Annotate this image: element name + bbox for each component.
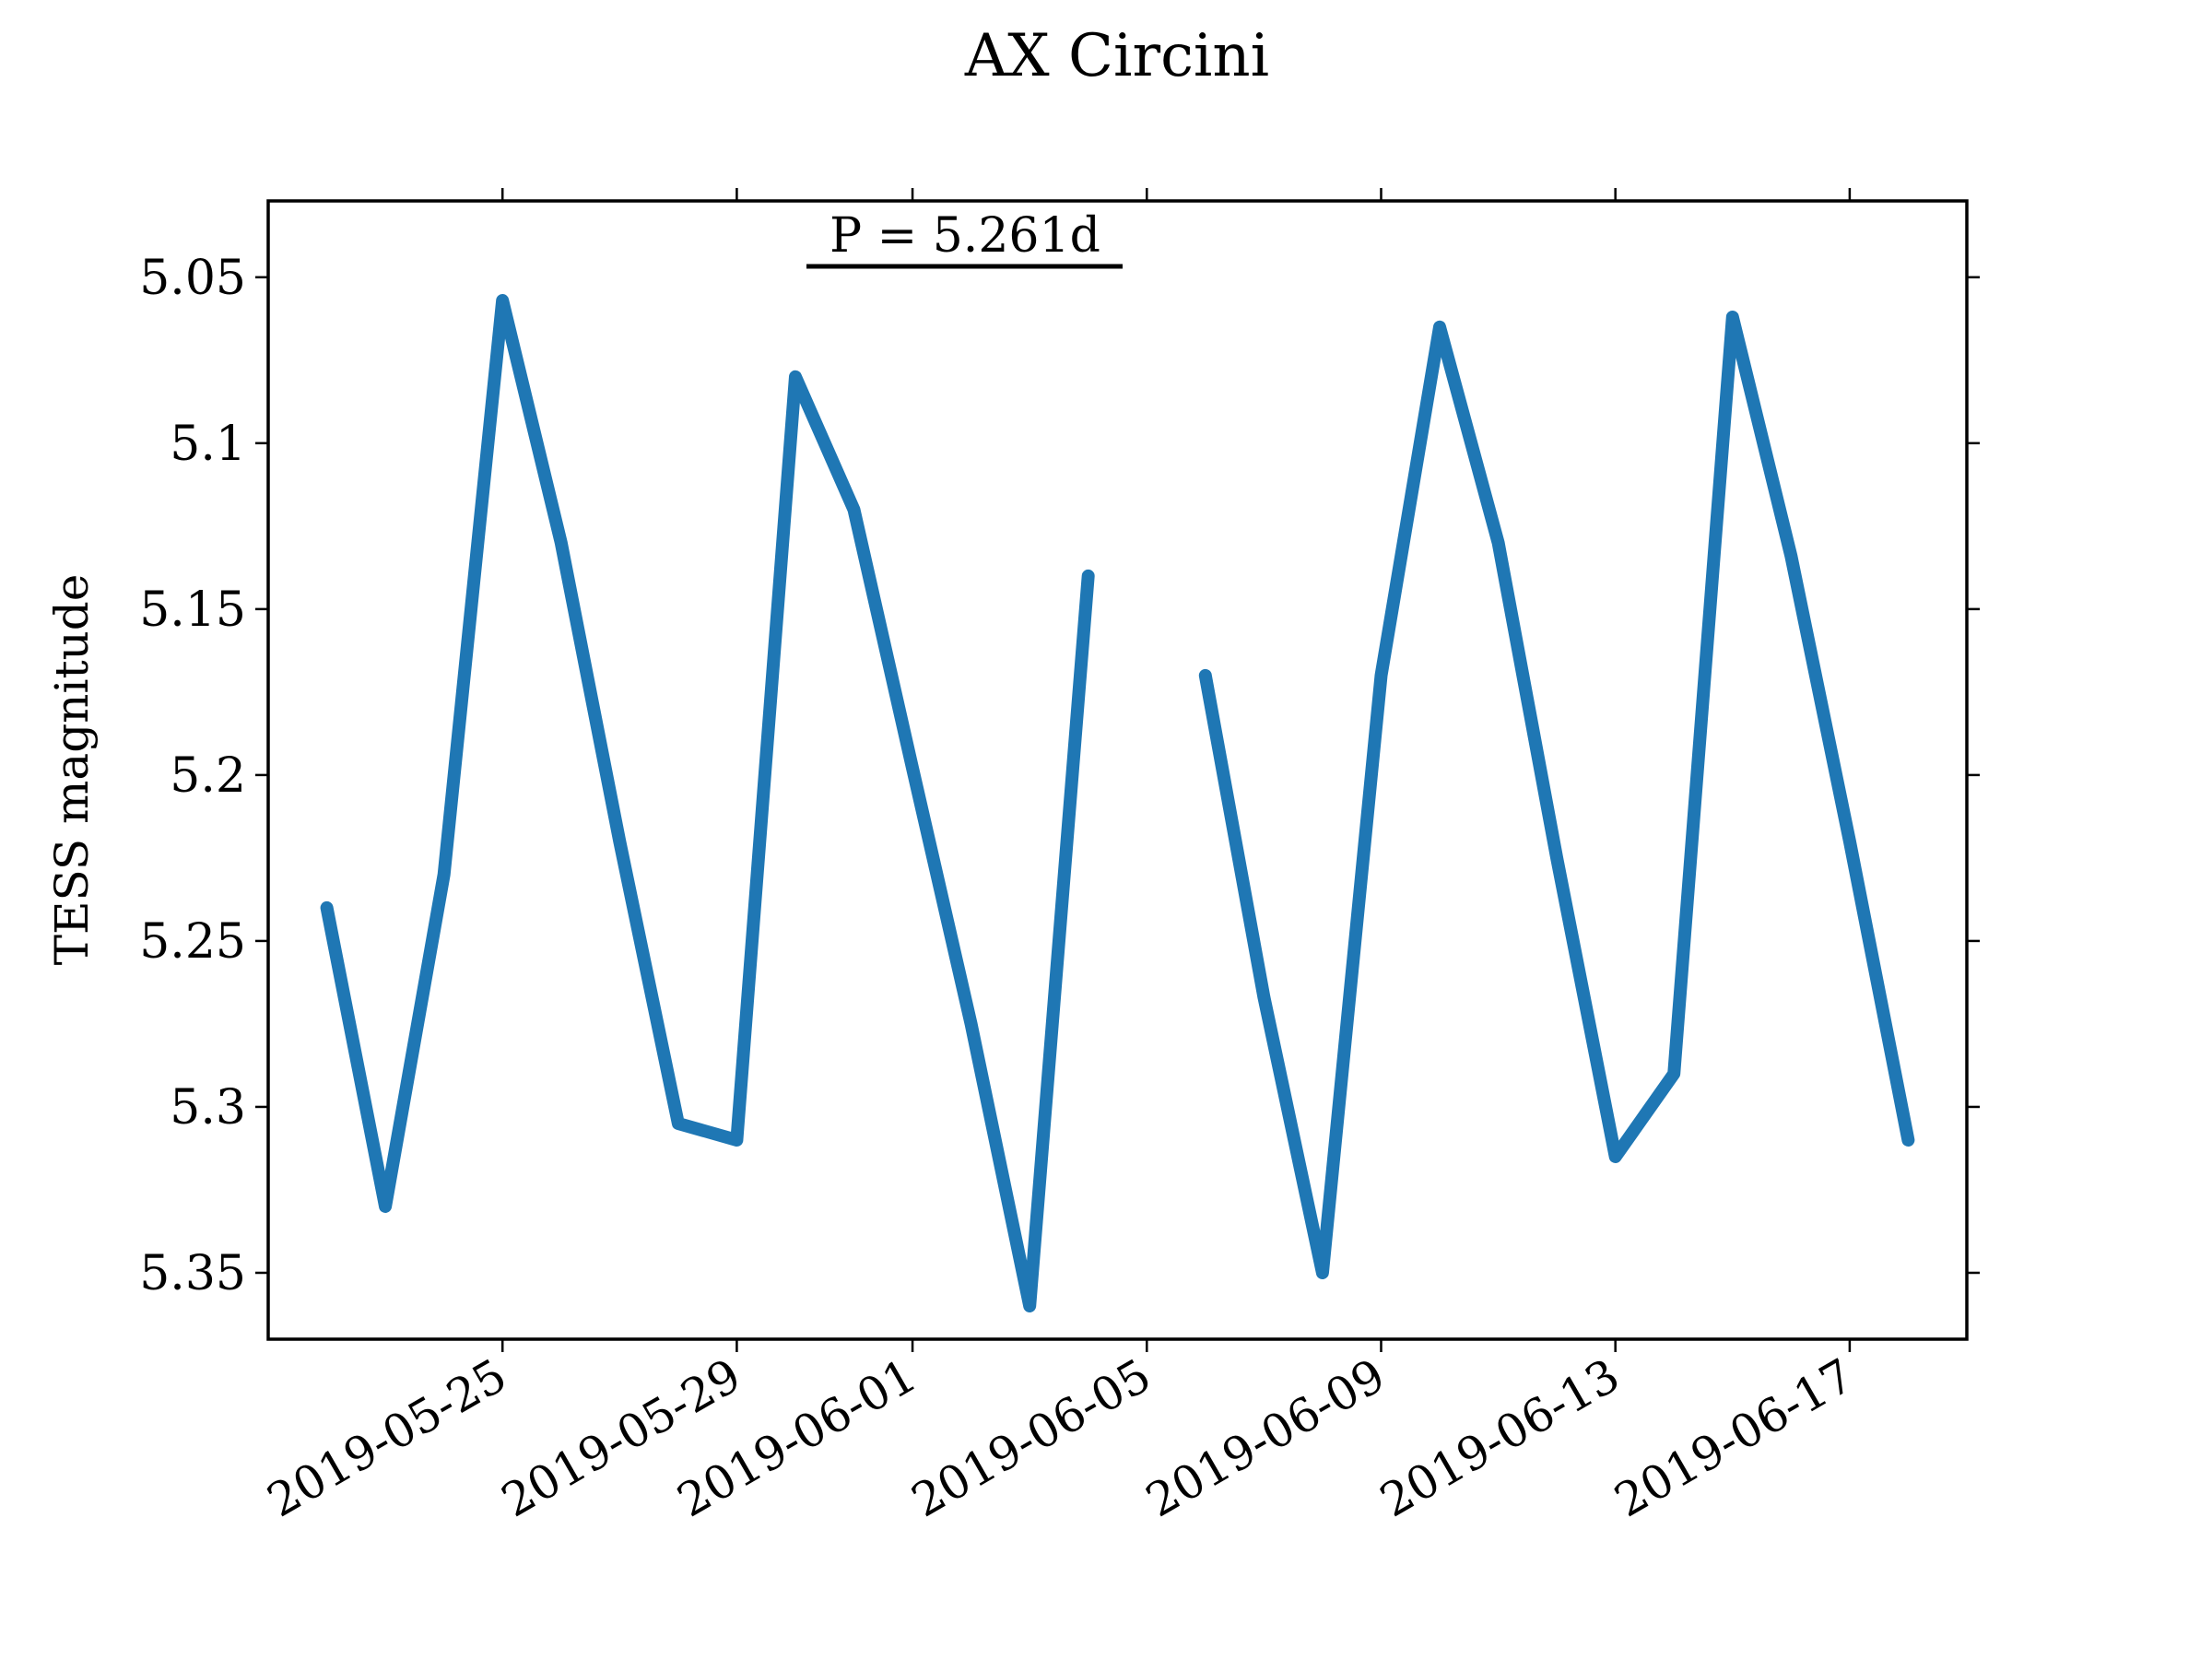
y-tick-label: 5.3 [170, 1080, 246, 1135]
x-tick-label: 2019-06-09 [1137, 1348, 1394, 1527]
plot-frame [266, 199, 1969, 1341]
y-axis-label: TESS magnitude [45, 574, 99, 966]
y-tick-label: 5.2 [170, 748, 246, 804]
annotation: P = 5.261d [830, 208, 1100, 264]
x-tick-label: 2019-06-05 [903, 1348, 1160, 1527]
y-tick-label: 5.1 [170, 417, 246, 472]
x-tick-label: 2019-06-13 [1371, 1348, 1629, 1527]
data-line [320, 294, 1095, 1312]
y-tick-label: 5.25 [139, 914, 246, 970]
chart-title: AX Circini [964, 22, 1269, 90]
y-tick-label: 5.15 [139, 582, 246, 638]
y-tick-label: 5.05 [139, 251, 246, 306]
x-tick-label: 2019-05-25 [259, 1348, 516, 1527]
x-tick-label: 2019-06-17 [1606, 1348, 1863, 1527]
y-tick-label: 5.35 [139, 1246, 246, 1301]
data-line [1198, 311, 1915, 1279]
